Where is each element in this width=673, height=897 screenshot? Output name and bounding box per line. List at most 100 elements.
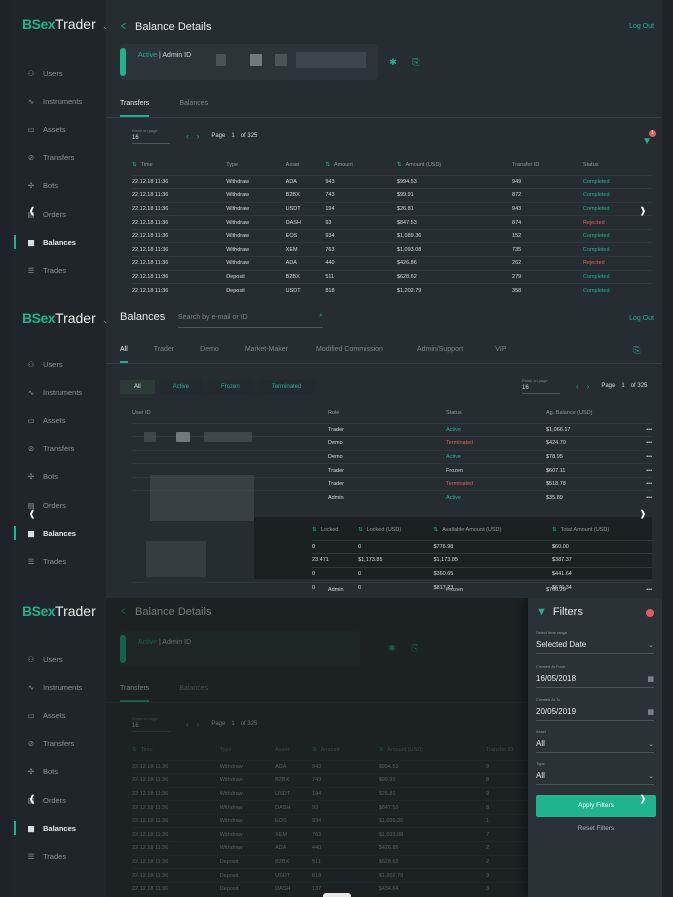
sort-icon[interactable]: ⇅ — [132, 161, 137, 168]
column-header[interactable]: ⇅ Locked — [312, 520, 358, 540]
chevron-down-icon[interactable]: ⌄ — [648, 741, 654, 748]
sidebar-item-instruments[interactable]: ∿ Instruments — [12, 378, 106, 406]
sidebar-item-bots[interactable]: ✣ Bots — [12, 758, 106, 786]
carousel-prev-icon[interactable]: ‹ — [29, 197, 35, 222]
sidebar-item-trades[interactable]: ☰ Trades — [12, 547, 106, 575]
tab-trader[interactable]: Trader — [153, 346, 175, 353]
row-menu-icon[interactable]: ••• — [636, 436, 652, 451]
back-arrow-icon[interactable]: < — [121, 19, 126, 33]
sidebar-item-instruments[interactable]: ∿ Instruments — [12, 673, 106, 701]
column-header[interactable]: Asset — [286, 155, 326, 175]
filter-field[interactable]: Type All ⌄ — [536, 761, 654, 785]
row-menu-icon[interactable]: ••• — [636, 582, 652, 597]
calendar-icon[interactable]: ▦ — [647, 676, 654, 683]
table-row[interactable]: 22.12.18 11:36 Deposit USDT 818 $1,202.79 358… — [132, 283, 652, 298]
sidebar-item-trades[interactable]: ☰ Trades — [12, 842, 106, 870]
export-icon[interactable]: ⎘ — [633, 344, 641, 355]
chevron-down-icon[interactable]: ⌄ — [648, 642, 654, 649]
logout-link[interactable]: Log Out — [629, 315, 654, 322]
sort-icon[interactable]: ⇅ — [396, 161, 402, 168]
tab-balances[interactable]: Balances — [179, 100, 209, 107]
prev-page-icon[interactable]: ‹ — [186, 131, 189, 141]
tab-market-maker[interactable]: Market-Maker — [244, 346, 289, 353]
export-icon[interactable]: ⎘ — [412, 56, 420, 67]
sort-icon[interactable]: ⇅ — [358, 526, 363, 533]
column-header[interactable]: ⇅Time — [132, 155, 226, 175]
next-page-icon[interactable]: › — [196, 131, 200, 141]
tab-modified-commission[interactable]: Modified Commission — [316, 346, 383, 353]
reset-filters-button[interactable]: Reset Filters — [577, 825, 615, 832]
sidebar-item-assets[interactable]: ▭ Assets — [12, 406, 106, 434]
table-row[interactable]: 22.12.18 11:36 Withdraw DASH 93 $847.53 874 Re… — [132, 215, 652, 230]
row-menu-icon[interactable]: ••• — [636, 476, 652, 491]
sort-icon[interactable]: ⇅ — [551, 526, 557, 533]
column-header[interactable]: User ID — [132, 409, 151, 416]
table-row[interactable]: 22.12.18 11:36 Withdraw ADA 440 $426.86 262 Re… — [132, 256, 652, 271]
row-menu-icon[interactable]: ••• — [636, 463, 652, 478]
next-page-icon[interactable]: › — [586, 381, 590, 391]
carousel-next-icon[interactable]: › — [640, 197, 646, 222]
table-row[interactable]: 0 0 $360.65 $441.64 — [312, 566, 652, 581]
table-row[interactable]: 22.12.18 11:36 Deposit B2BX 511 $628.62 279 Co… — [132, 269, 652, 284]
table-row[interactable]: Demo Active $78.95 ••• — [132, 449, 652, 464]
table-row[interactable]: 22.12.18 11:36 Withdraw EOS 934 $1,089.36 152… — [132, 228, 652, 243]
column-header[interactable]: ⇅Amount (USD) — [397, 155, 512, 175]
sidebar-item-transfers[interactable]: ⊘ Transfers — [12, 730, 106, 758]
sort-icon[interactable]: ⇅ — [325, 161, 330, 168]
filter-field[interactable]: Asset All ⌄ — [536, 729, 654, 753]
column-header[interactable]: Status — [583, 155, 652, 175]
sidebar-item-bots[interactable]: ✣ Bots — [12, 172, 106, 200]
settings-gear-icon[interactable]: ✱ — [389, 56, 397, 67]
column-header[interactable]: Ag. Balance (USD) — [546, 409, 593, 416]
carousel-prev-icon[interactable]: ‹ — [29, 785, 35, 810]
tab-admin-support[interactable]: Admin/Support — [416, 346, 464, 353]
table-row[interactable]: Admin Frozen $706.29 ••• — [132, 582, 652, 597]
chip-all[interactable]: All — [120, 380, 155, 394]
filter-field[interactable]: Created At From 16/05/2018 ▦ — [536, 664, 654, 688]
table-row[interactable]: 22.12.18 11:36 Withdraw USDT 194 $26.81 943 Co… — [132, 201, 652, 216]
brand-logo[interactable]: BSexTrader — [22, 603, 96, 619]
sort-icon[interactable]: ⇅ — [312, 526, 317, 533]
sidebar-item-orders[interactable]: ▤ Orders — [12, 200, 106, 228]
prev-page-icon[interactable]: ‹ — [576, 381, 579, 391]
chip-terminated[interactable]: Terminated — [257, 380, 316, 394]
table-row[interactable]: 22.12.18 11:36 Withdraw B2BX 743 $99.91 872 Co… — [132, 188, 652, 203]
sidebar-item-users[interactable]: ⚇ Users — [12, 350, 106, 378]
carousel-next-icon[interactable]: › — [640, 785, 646, 810]
column-header[interactable]: Type — [226, 155, 285, 175]
column-header[interactable]: ⇅ Total Amount (USD) — [552, 520, 652, 540]
sort-icon[interactable]: ⇅ — [433, 526, 439, 533]
table-row[interactable]: 22.12.18 11:36 Withdraw ADA 943 $994.53 949 Co… — [132, 174, 652, 189]
chip-frozen[interactable]: Frozen — [207, 380, 254, 394]
table-row[interactable]: 23.471 $1,173.85 $1,173.85 $387.37 — [312, 553, 652, 568]
row-menu-icon[interactable]: ••• — [636, 422, 652, 437]
brand-logo[interactable]: BSexTrader⌄ — [22, 16, 109, 32]
tab-demo[interactable]: Demo — [200, 346, 219, 353]
sidebar-item-instruments[interactable]: ∿ Instruments — [12, 87, 106, 115]
carousel-next-icon[interactable]: › — [640, 500, 646, 525]
filter-field[interactable]: Created At To 20/05/2019 ▦ — [536, 697, 654, 721]
sidebar-item-balances[interactable]: ▦ Balances — [12, 814, 106, 842]
brand-logo[interactable]: BSexTrader⌄ — [22, 310, 109, 326]
column-header[interactable]: Role — [328, 409, 340, 416]
page-number[interactable]: 1 — [621, 383, 625, 389]
column-header[interactable]: ⇅ Locked (USD) — [358, 520, 433, 540]
search-input[interactable]: Search by e-mail or ID ⌕ — [178, 310, 323, 328]
table-row[interactable]: Trader Active $1,066.17 ••• — [132, 422, 652, 437]
table-row[interactable]: 22.12.18 11:36 Withdraw XEM 763 $1,093.08 735… — [132, 242, 652, 257]
tab-all[interactable]: All — [120, 346, 128, 363]
column-header[interactable]: ⇅Amount — [325, 155, 397, 175]
sidebar-item-orders[interactable]: ▤ Orders — [12, 491, 106, 519]
row-menu-icon[interactable]: ••• — [636, 490, 652, 505]
tab-vip[interactable]: VIP — [495, 346, 507, 353]
table-row[interactable]: 0 0 $776.98 $60.00 — [312, 539, 652, 554]
sidebar-item-balances[interactable]: ▦ Balances — [12, 519, 106, 547]
sidebar-item-users[interactable]: ⚇ Users — [12, 645, 106, 673]
row-menu-icon[interactable]: ••• — [636, 449, 652, 464]
carousel-prev-icon[interactable]: ‹ — [29, 500, 35, 525]
chevron-down-icon[interactable]: ⌄ — [648, 773, 654, 780]
tab-transfers[interactable]: Transfers — [120, 100, 150, 117]
sidebar-item-orders[interactable]: ▤ Orders — [12, 786, 106, 814]
filter-icon[interactable]: ▼ 1 — [642, 130, 656, 147]
column-header[interactable]: Transfer ID — [512, 155, 583, 175]
